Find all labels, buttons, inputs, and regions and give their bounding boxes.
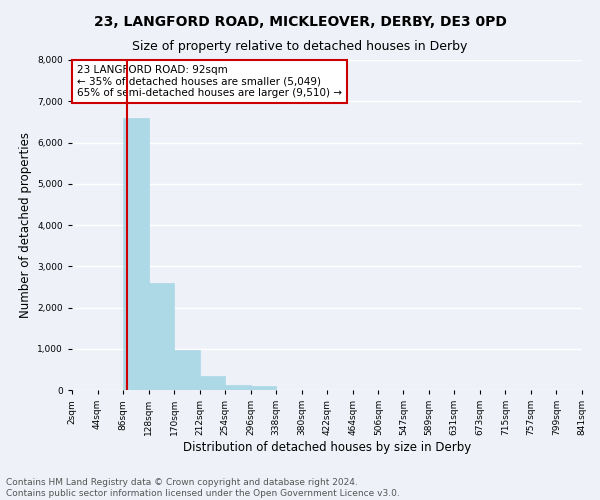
Bar [200,376,225,390]
Bar [123,118,149,390]
Bar [174,350,200,390]
Bar [251,386,276,390]
Text: 23, LANGFORD ROAD, MICKLEOVER, DERBY, DE3 0PD: 23, LANGFORD ROAD, MICKLEOVER, DERBY, DE… [94,15,506,29]
Bar [225,384,251,390]
Text: Contains HM Land Registry data © Crown copyright and database right 2024.
Contai: Contains HM Land Registry data © Crown c… [6,478,400,498]
Y-axis label: Number of detached properties: Number of detached properties [19,132,32,318]
Text: Size of property relative to detached houses in Derby: Size of property relative to detached ho… [133,40,467,53]
Text: 23 LANGFORD ROAD: 92sqm
← 35% of detached houses are smaller (5,049)
65% of semi: 23 LANGFORD ROAD: 92sqm ← 35% of detache… [77,65,342,98]
Bar [149,283,174,390]
X-axis label: Distribution of detached houses by size in Derby: Distribution of detached houses by size … [183,441,471,454]
